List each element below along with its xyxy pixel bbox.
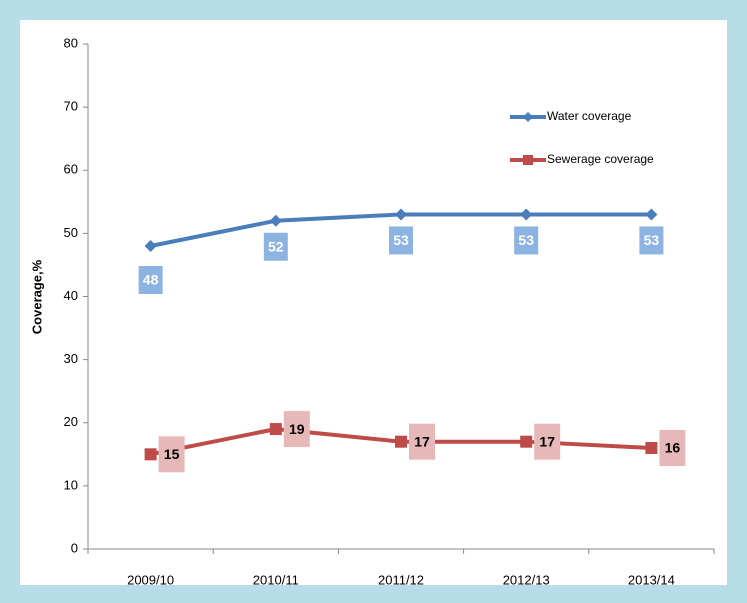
legend-marker [523,155,533,165]
x-tick-label: 2012/13 [503,572,550,587]
data-label: 17 [414,433,430,449]
data-label-box [659,430,686,466]
data-label: 53 [518,232,534,248]
y-tick-label: 0 [71,540,78,555]
legend-label: Water coverage [547,109,632,123]
marker [395,208,407,221]
marker [144,240,157,252]
marker [269,423,282,436]
marker [645,442,658,454]
y-axis-label: Coverage,% [29,259,44,334]
x-tick-label: 2013/14 [628,572,675,587]
x-tick-label: 2011/12 [378,572,424,587]
data-label: 52 [268,238,284,254]
data-label: 48 [143,272,159,288]
chart-panel [20,20,727,585]
y-tick-label: 80 [64,35,78,50]
data-label: 53 [393,232,409,248]
data-label-box [534,423,561,460]
data-label-box [409,423,435,460]
y-tick-label: 10 [64,477,78,492]
marker [269,214,282,227]
legend-marker [523,112,533,122]
data-label: 17 [539,433,555,449]
y-tick-label: 20 [64,414,78,429]
data-label-box [283,411,310,448]
data-label: 19 [289,421,305,437]
marker [520,435,533,448]
x-tick-label: 2010/11 [253,572,299,587]
y-tick-label: 50 [64,225,78,240]
marker [645,208,658,221]
marker [520,208,533,221]
data-label-box [138,266,163,294]
data-label-box [158,436,185,473]
data-label-box [639,226,664,255]
data-label-box [514,226,539,255]
y-tick-label: 60 [64,162,78,177]
data-label: 15 [164,446,180,462]
data-label-box [263,232,288,261]
legend-label: Sewerage coverage [547,152,654,166]
data-label: 53 [644,232,660,248]
y-tick-label: 70 [64,99,78,114]
y-tick-label: 30 [64,351,78,366]
marker [144,448,157,461]
data-label: 16 [665,440,681,456]
y-tick-label: 40 [64,288,78,303]
marker [395,435,407,448]
data-label-box [389,226,413,255]
x-tick-label: 2009/10 [127,572,174,587]
